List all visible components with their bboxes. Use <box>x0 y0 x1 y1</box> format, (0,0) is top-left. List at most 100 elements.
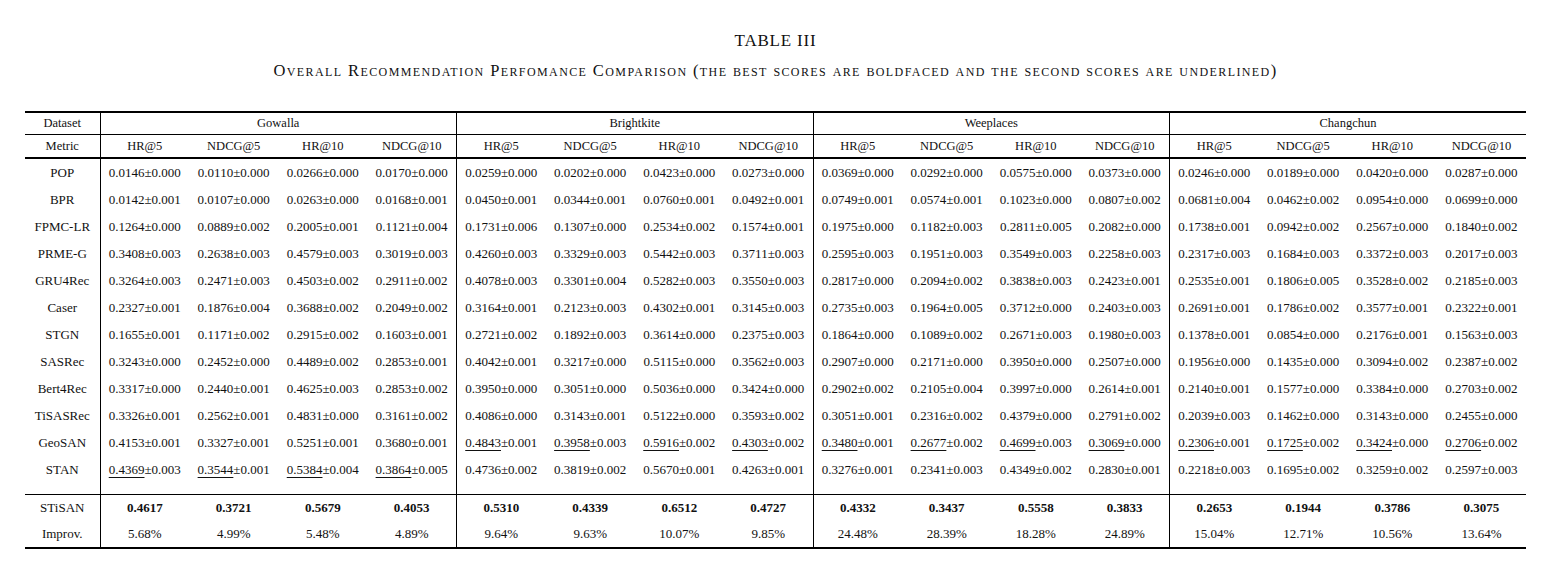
value-cell: 0.0492±0.001 <box>724 186 813 213</box>
value-cell: 0.3143±0.001 <box>546 402 635 429</box>
model-label-improv: Improv. <box>25 521 100 548</box>
model-label-bert4rec: Bert4Rec <box>25 375 100 402</box>
value-cell: 0.3424±0.000 <box>724 375 813 402</box>
value-cell: 0.1577±0.000 <box>1259 375 1348 402</box>
value-cell: 0.3075 <box>1437 495 1526 522</box>
value-cell: 0.2653 <box>1170 495 1259 522</box>
value-cell: 0.2915±0.002 <box>278 321 367 348</box>
value-cell: 0.3161±0.002 <box>367 402 456 429</box>
value-cell: 0.4078±0.003 <box>457 267 546 294</box>
value-cell: 0.5558 <box>991 495 1080 522</box>
value-cell: 0.3480±0.001 <box>813 429 902 456</box>
model-label-gru4rec: GRU4Rec <box>25 267 100 294</box>
value-cell: 0.2327±0.001 <box>100 294 189 321</box>
value-cell: 0.4339 <box>546 495 635 522</box>
value-cell: 0.0749±0.001 <box>813 186 902 213</box>
value-cell: 0.0273±0.000 <box>724 158 813 186</box>
group-header-gowalla: Gowalla <box>100 112 457 135</box>
value-cell: 0.1786±0.002 <box>1259 294 1348 321</box>
value-cell: 0.1695±0.002 <box>1259 456 1348 495</box>
value-cell: 0.3721 <box>189 495 278 522</box>
metric-header-brightkite-hr-10: HR@10 <box>635 135 724 159</box>
value-cell: 0.4489±0.002 <box>278 348 367 375</box>
value-cell: 0.3326±0.001 <box>100 402 189 429</box>
value-cell: 0.3864±0.005 <box>367 456 456 495</box>
value-cell: 0.3680±0.001 <box>367 429 456 456</box>
value-cell: 0.2140±0.001 <box>1170 375 1259 402</box>
value-cell: 0.3958±0.003 <box>546 429 635 456</box>
value-cell: 0.0807±0.002 <box>1080 186 1169 213</box>
value-cell: 0.2017±0.003 <box>1437 240 1526 267</box>
value-cell: 0.6512 <box>635 495 724 522</box>
value-cell: 0.3550±0.003 <box>724 267 813 294</box>
value-cell: 4.99% <box>189 521 278 548</box>
value-cell: 0.5384±0.004 <box>278 456 367 495</box>
value-cell: 0.2562±0.001 <box>189 402 278 429</box>
value-cell: 0.5036±0.000 <box>635 375 724 402</box>
value-cell: 0.4736±0.002 <box>457 456 546 495</box>
value-cell: 0.0168±0.001 <box>367 186 456 213</box>
value-cell: 0.1731±0.006 <box>457 213 546 240</box>
paper-page: TABLE III Overall Recommendation Perfoma… <box>0 30 1551 587</box>
value-cell: 0.2507±0.000 <box>1080 348 1169 375</box>
model-label-stisan: STiSAN <box>25 495 100 522</box>
value-cell: 0.0146±0.000 <box>100 158 189 186</box>
value-cell: 9.85% <box>724 521 813 548</box>
corner-dataset-label: Dataset <box>25 112 100 135</box>
value-cell: 0.2105±0.004 <box>902 375 991 402</box>
value-cell: 0.4260±0.003 <box>457 240 546 267</box>
value-cell: 28.39% <box>902 521 991 548</box>
table-row-stan: STAN0.4369±0.0030.3544±0.0010.5384±0.004… <box>25 456 1526 495</box>
value-cell: 0.0889±0.002 <box>189 213 278 240</box>
value-cell: 15.04% <box>1170 521 1259 548</box>
value-cell: 0.2671±0.003 <box>991 321 1080 348</box>
metric-header-weeplaces-hr-10: HR@10 <box>991 135 1080 159</box>
value-cell: 0.0699±0.000 <box>1437 186 1526 213</box>
value-cell: 0.0854±0.000 <box>1259 321 1348 348</box>
value-cell: 0.4617 <box>100 495 189 522</box>
value-cell: 0.5282±0.003 <box>635 267 724 294</box>
value-cell: 0.3164±0.001 <box>457 294 546 321</box>
value-cell: 0.2853±0.001 <box>367 348 456 375</box>
metric-header-brightkite-ndcg-10: NDCG@10 <box>724 135 813 159</box>
value-cell: 0.3051±0.000 <box>546 375 635 402</box>
table-row-bpr: BPR0.0142±0.0010.0107±0.0000.0263±0.0000… <box>25 186 1526 213</box>
table-row-prme-g: PRME-G0.3408±0.0030.2638±0.0030.4579±0.0… <box>25 240 1526 267</box>
value-cell: 0.0420±0.000 <box>1348 158 1437 186</box>
results-table: DatasetGowallaBrightkiteWeeplacesChangch… <box>25 111 1526 549</box>
value-cell: 0.3143±0.000 <box>1348 402 1437 429</box>
value-cell: 12.71% <box>1259 521 1348 548</box>
value-cell: 0.4086±0.000 <box>457 402 546 429</box>
metric-header-brightkite-ndcg-5: NDCG@5 <box>546 135 635 159</box>
value-cell: 0.2677±0.002 <box>902 429 991 456</box>
value-cell: 0.4153±0.001 <box>100 429 189 456</box>
metric-header-weeplaces-ndcg-10: NDCG@10 <box>1080 135 1169 159</box>
model-label-prme-g: PRME-G <box>25 240 100 267</box>
value-cell: 0.3145±0.003 <box>724 294 813 321</box>
metric-header-weeplaces-hr-5: HR@5 <box>813 135 902 159</box>
value-cell: 0.2597±0.003 <box>1437 456 1526 495</box>
value-cell: 0.2322±0.001 <box>1437 294 1526 321</box>
value-cell: 0.3276±0.001 <box>813 456 902 495</box>
value-cell: 0.3217±0.000 <box>546 348 635 375</box>
value-cell: 0.2791±0.002 <box>1080 402 1169 429</box>
value-cell: 0.3327±0.001 <box>189 429 278 456</box>
value-cell: 10.56% <box>1348 521 1437 548</box>
value-cell: 0.1089±0.002 <box>902 321 991 348</box>
value-cell: 0.1121±0.004 <box>367 213 456 240</box>
value-cell: 0.0189±0.000 <box>1259 158 1348 186</box>
value-cell: 0.0373±0.000 <box>1080 158 1169 186</box>
group-header-changchun: Changchun <box>1170 112 1527 135</box>
value-cell: 0.4302±0.001 <box>635 294 724 321</box>
value-cell: 0.0681±0.004 <box>1170 186 1259 213</box>
value-cell: 0.3712±0.000 <box>991 294 1080 321</box>
value-cell: 0.3819±0.002 <box>546 456 635 495</box>
value-cell: 0.1956±0.000 <box>1170 348 1259 375</box>
value-cell: 0.2049±0.002 <box>367 294 456 321</box>
value-cell: 0.2907±0.000 <box>813 348 902 375</box>
value-cell: 0.0266±0.000 <box>278 158 367 186</box>
value-cell: 0.2176±0.001 <box>1348 321 1437 348</box>
metric-header-weeplaces-ndcg-5: NDCG@5 <box>902 135 991 159</box>
table-row-caser: Caser0.2327±0.0010.1876±0.0040.3688±0.00… <box>25 294 1526 321</box>
value-cell: 0.5122±0.000 <box>635 402 724 429</box>
